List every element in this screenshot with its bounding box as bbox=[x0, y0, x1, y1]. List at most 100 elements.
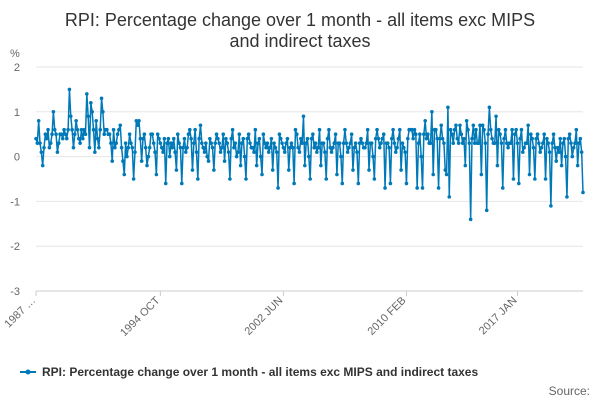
data-point-158[interactable] bbox=[245, 136, 250, 141]
data-point-290[interactable] bbox=[422, 132, 426, 136]
data-point-241[interactable] bbox=[356, 181, 361, 186]
data-point-159[interactable] bbox=[246, 132, 251, 136]
data-point-17[interactable] bbox=[56, 141, 61, 145]
data-point-267[interactable] bbox=[391, 127, 395, 132]
data-point-12[interactable] bbox=[50, 132, 54, 136]
data-point-351[interactable] bbox=[503, 127, 508, 132]
data-point-172[interactable] bbox=[264, 145, 268, 150]
data-point-10[interactable] bbox=[47, 145, 52, 150]
data-point-321[interactable] bbox=[463, 163, 468, 168]
data-point-42[interactable] bbox=[90, 110, 94, 114]
data-point-95[interactable] bbox=[161, 150, 165, 154]
data-point-306[interactable] bbox=[443, 168, 448, 172]
data-point-274[interactable] bbox=[400, 141, 405, 145]
data-point-281[interactable] bbox=[410, 127, 414, 132]
data-point-195[interactable] bbox=[294, 132, 299, 136]
data-point-259[interactable] bbox=[380, 136, 385, 141]
data-point-0[interactable] bbox=[34, 136, 38, 141]
data-point-5[interactable] bbox=[40, 163, 45, 168]
data-point-299[interactable] bbox=[434, 127, 438, 132]
data-point-220[interactable] bbox=[328, 145, 333, 150]
data-point-169[interactable] bbox=[260, 172, 264, 177]
data-point-247[interactable] bbox=[364, 141, 369, 145]
data-point-4[interactable] bbox=[39, 150, 44, 154]
data-point-107[interactable] bbox=[177, 141, 181, 145]
data-point-119[interactable] bbox=[193, 127, 197, 132]
data-point-138[interactable] bbox=[218, 150, 223, 154]
data-point-309[interactable] bbox=[447, 195, 452, 199]
data-point-276[interactable] bbox=[403, 150, 407, 154]
data-point-50[interactable] bbox=[101, 110, 105, 114]
data-point-77[interactable] bbox=[137, 118, 141, 123]
data-point-164[interactable] bbox=[253, 127, 258, 132]
data-point-392[interactable] bbox=[558, 136, 563, 141]
data-point-206[interactable] bbox=[309, 136, 314, 141]
data-point-126[interactable] bbox=[202, 150, 207, 154]
data-point-324[interactable] bbox=[467, 141, 472, 145]
data-point-113[interactable] bbox=[185, 145, 189, 150]
data-point-205[interactable] bbox=[308, 177, 312, 181]
data-point-284[interactable] bbox=[414, 132, 418, 136]
data-point-263[interactable] bbox=[385, 141, 390, 145]
data-point-141[interactable] bbox=[222, 159, 227, 163]
data-point-192[interactable] bbox=[290, 145, 295, 150]
data-point-357[interactable] bbox=[511, 177, 516, 181]
data-point-268[interactable] bbox=[392, 141, 397, 145]
data-point-219[interactable] bbox=[327, 127, 331, 132]
data-point-131[interactable] bbox=[209, 141, 213, 145]
data-point-6[interactable] bbox=[42, 145, 46, 150]
data-point-253[interactable] bbox=[372, 177, 377, 181]
data-point-36[interactable] bbox=[82, 127, 86, 132]
data-point-184[interactable] bbox=[280, 141, 284, 145]
data-point-65[interactable] bbox=[121, 159, 125, 163]
data-point-301[interactable] bbox=[436, 186, 441, 190]
data-point-69[interactable] bbox=[126, 145, 131, 150]
data-point-405[interactable] bbox=[575, 163, 580, 168]
data-point-137[interactable] bbox=[217, 141, 222, 145]
data-point-406[interactable] bbox=[577, 141, 581, 145]
data-point-11[interactable] bbox=[48, 141, 53, 145]
data-point-230[interactable] bbox=[341, 141, 346, 145]
data-point-101[interactable] bbox=[169, 141, 173, 145]
data-point-70[interactable] bbox=[127, 132, 132, 136]
data-point-325[interactable] bbox=[468, 217, 473, 222]
data-point-203[interactable] bbox=[305, 136, 310, 141]
data-point-212[interactable] bbox=[317, 127, 322, 132]
data-point-185[interactable] bbox=[281, 145, 286, 150]
data-point-228[interactable] bbox=[339, 154, 343, 159]
data-point-300[interactable] bbox=[435, 136, 440, 141]
data-point-83[interactable] bbox=[145, 163, 149, 168]
data-point-385[interactable] bbox=[549, 204, 553, 208]
data-point-204[interactable] bbox=[307, 154, 311, 159]
data-point-59[interactable] bbox=[113, 145, 117, 150]
data-point-124[interactable] bbox=[200, 141, 204, 145]
data-point-116[interactable] bbox=[189, 136, 193, 141]
data-point-177[interactable] bbox=[270, 168, 275, 172]
data-point-129[interactable] bbox=[206, 159, 211, 163]
data-point-30[interactable] bbox=[74, 118, 78, 123]
data-point-114[interactable] bbox=[186, 132, 191, 136]
data-point-222[interactable] bbox=[331, 145, 335, 150]
data-point-292[interactable] bbox=[424, 136, 429, 141]
data-point-71[interactable] bbox=[129, 141, 133, 145]
data-point-360[interactable] bbox=[515, 141, 520, 145]
data-point-282[interactable] bbox=[411, 136, 415, 141]
data-point-197[interactable] bbox=[297, 150, 302, 154]
data-point-8[interactable] bbox=[44, 136, 49, 141]
data-point-213[interactable] bbox=[319, 163, 323, 168]
data-point-104[interactable] bbox=[173, 150, 177, 154]
data-point-367[interactable] bbox=[525, 141, 529, 145]
data-point-102[interactable] bbox=[170, 145, 175, 150]
data-point-331[interactable] bbox=[476, 141, 481, 145]
data-point-239[interactable] bbox=[353, 141, 358, 145]
data-point-322[interactable] bbox=[464, 118, 469, 123]
data-point-1[interactable] bbox=[35, 141, 40, 145]
data-point-82[interactable] bbox=[143, 145, 148, 150]
data-point-368[interactable] bbox=[526, 123, 530, 128]
data-point-365[interactable] bbox=[522, 145, 526, 150]
data-point-387[interactable] bbox=[551, 132, 556, 136]
data-point-409[interactable] bbox=[581, 190, 585, 195]
data-point-320[interactable] bbox=[462, 136, 466, 141]
data-point-341[interactable] bbox=[490, 136, 494, 141]
data-point-286[interactable] bbox=[416, 141, 421, 145]
